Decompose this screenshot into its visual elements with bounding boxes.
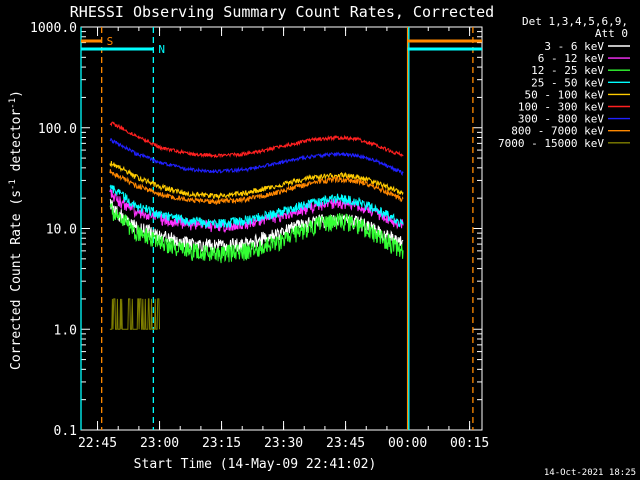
plot-area: 1000.0 100.0 10.0 1.0 0.122:45 23:00 23:15 23:3… (30, 21, 489, 451)
legend-header-line1: Det 1,3,4,5,6,9, (522, 15, 628, 28)
y-tick-label: 100.0 (38, 122, 77, 137)
legend-label: 7000 - 15000 keV (498, 137, 604, 150)
series-line (109, 202, 404, 264)
series-line (109, 121, 404, 159)
x-tick-label: 23:45 (326, 436, 365, 451)
x-tick-label: 23:30 (264, 436, 303, 451)
x-tick-label: 23:15 (202, 436, 241, 451)
legend-label: 12 - 25 keV (531, 64, 604, 77)
x-tick-label: 00:15 (450, 436, 489, 451)
legend-label: 3 - 6 keV (544, 40, 604, 53)
footer-timestamp: 14-Oct-2021 18:25 (544, 468, 636, 478)
y-tick-label: 1000.0 (30, 21, 77, 36)
flag-label-n: N (158, 43, 165, 56)
x-axis-label: Start Time (14-May-09 22:41:02) (134, 457, 377, 472)
legend-label: 25 - 50 keV (531, 76, 604, 89)
x-tick-label: 00:00 (388, 436, 427, 451)
y-tick-label: 1.0 (54, 323, 77, 338)
legend-label: 100 - 300 keV (518, 101, 604, 114)
legend-label: 800 - 7000 keV (511, 125, 604, 138)
y-tick-label: 0.1 (54, 424, 77, 439)
series-line (109, 138, 404, 176)
series-line (109, 184, 404, 229)
chart-title: RHESSI Observing Summary Count Rates, Co… (70, 3, 494, 21)
series-line (109, 169, 404, 205)
y-tick-label: 10.0 (46, 223, 77, 238)
x-tick-label: 23:00 (140, 436, 179, 451)
flag-label-s: S (107, 35, 114, 48)
y-axis-label: Corrected Count Rate (s-1 detector-1) (8, 90, 24, 370)
legend-label: 6 - 12 keV (538, 52, 605, 65)
legend-label: 300 - 800 keV (518, 113, 604, 126)
series-line (109, 161, 404, 200)
legend-header-line2: Att 0 (595, 27, 628, 40)
legend-label: 50 - 100 keV (525, 88, 605, 101)
x-tick-label: 22:45 (78, 436, 117, 451)
series-line (109, 298, 160, 330)
